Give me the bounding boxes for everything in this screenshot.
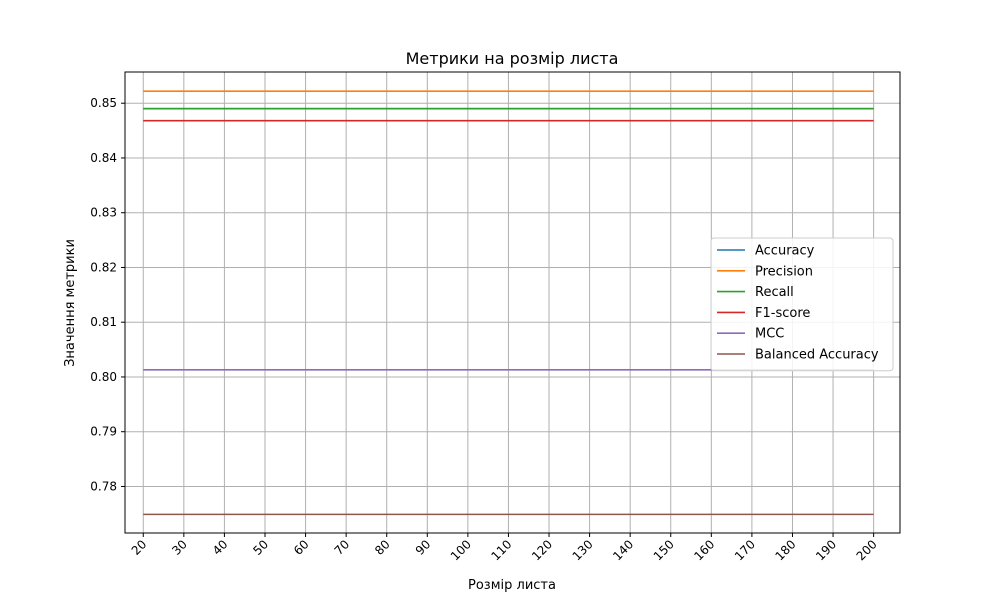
legend-label: F1-score [755,306,810,321]
y-tick-label: 0.78 [90,479,117,493]
y-tick-label: 0.84 [90,151,117,165]
y-tick-label: 0.85 [90,96,117,110]
legend: Accuracy Precision Recall F1-score MCC Balanc… [710,237,894,372]
chart-title: Метрики на розмір листа [406,49,619,68]
legend-box [710,237,894,372]
y-tick-label: 0.79 [90,425,117,439]
y-axis-label: Значення метрики [63,239,78,367]
legend-label: Recall [755,285,794,300]
x-axis-label: Розмір листа [468,578,556,593]
y-tick-label: 0.81 [90,315,117,329]
y-tick-label: 0.83 [90,206,117,220]
legend-label: Precision [755,264,813,279]
legend-label: Balanced Accuracy [755,348,879,363]
y-tick-label: 0.82 [90,260,117,274]
legend-label: MCC [755,327,784,342]
plot-area-frame [124,71,901,534]
y-axis-ticks: 0.78 0.79 0.80 0.81 0.82 0.83 0.84 0.85 [90,96,125,493]
legend-label: Accuracy [755,244,815,259]
y-tick-label: 0.80 [90,370,117,384]
